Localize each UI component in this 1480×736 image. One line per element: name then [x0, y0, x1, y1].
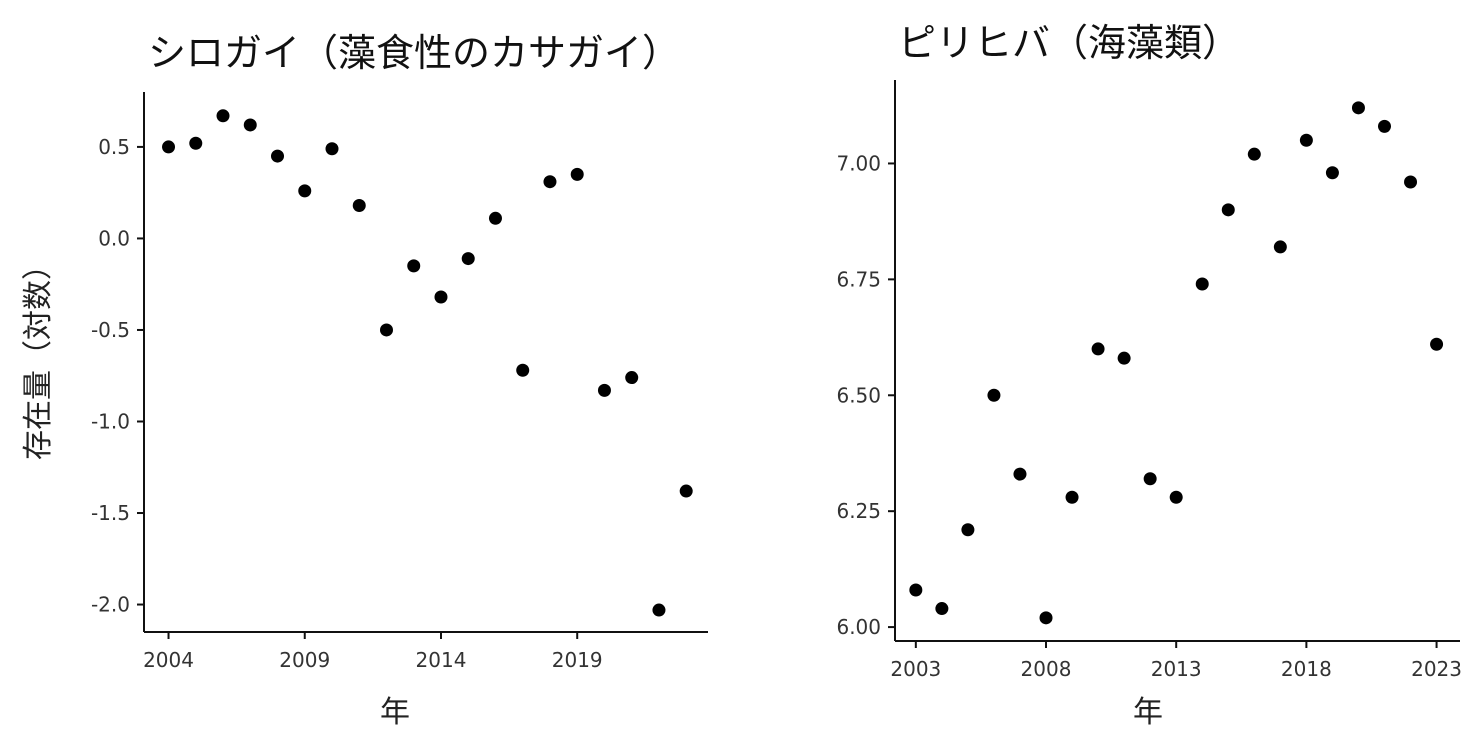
right-y-tick-label: 6.00 [836, 615, 881, 639]
chart-left-xlabel: 年 [380, 695, 410, 730]
left-x-tick-label: 2014 [416, 648, 467, 672]
left-data-point [516, 363, 530, 377]
left-data-point [434, 290, 448, 304]
chart-right-title: ピリヒバ（海藻類） [898, 21, 1240, 65]
right-data-point [1195, 277, 1209, 291]
left-data-point [461, 252, 475, 266]
left-x-tick-label: 2004 [143, 648, 194, 672]
left-y-tick-label: -2.0 [91, 593, 130, 617]
chart-right-points [909, 101, 1444, 625]
right-data-point [1065, 490, 1079, 504]
right-data-point [1221, 203, 1235, 217]
left-data-point [625, 371, 639, 385]
left-data-point [379, 323, 393, 337]
left-y-tick-label: -1.0 [91, 409, 130, 433]
left-data-point [597, 383, 611, 397]
right-data-point [1351, 101, 1365, 115]
left-data-point [189, 136, 203, 150]
right-data-point [1273, 240, 1287, 254]
chart-left-axes [143, 92, 708, 633]
chart-left-ylabel: 存在量（対数） [21, 250, 56, 460]
right-data-point [961, 523, 975, 537]
left-y-tick-label: 0.0 [98, 226, 130, 250]
right-data-point [1299, 133, 1313, 147]
chart-left: シロガイ（藻食性のカサガイ） 存在量（対数） 年 0.5 0.0 -0.5 -1.0 -… [21, 31, 708, 730]
right-data-point [987, 388, 1001, 402]
chart-left-title: シロガイ（藻食性のカサガイ） [148, 31, 680, 75]
right-data-point [1404, 175, 1418, 189]
left-data-point [570, 167, 584, 181]
left-y-tick-label: -1.5 [91, 501, 130, 525]
right-x-tick-label: 2023 [1411, 657, 1462, 681]
right-data-point [1143, 472, 1157, 486]
right-y-tick-label: 6.25 [836, 499, 881, 523]
right-data-point [1013, 467, 1027, 481]
chart-right-xlabel: 年 [1133, 695, 1163, 730]
chart-left-points [162, 109, 693, 617]
left-data-point [271, 149, 285, 163]
right-data-point [935, 602, 949, 616]
right-data-point [1117, 351, 1131, 365]
right-y-tick-label: 7.00 [836, 151, 881, 175]
chart-right-ticks: 7.00 6.75 6.50 6.25 6.00 2003 2008 2013 2018 2023 [836, 151, 1462, 681]
left-data-point [325, 142, 339, 156]
left-data-point [352, 198, 366, 212]
left-data-point [679, 484, 693, 498]
right-data-point [1247, 147, 1261, 161]
left-data-point [162, 140, 176, 154]
right-y-tick-label: 6.50 [836, 383, 881, 407]
right-data-point [1039, 611, 1053, 625]
right-data-point [1325, 166, 1339, 180]
chart-right-axes [894, 80, 1460, 642]
right-data-point [1430, 337, 1444, 351]
left-data-point [543, 175, 557, 189]
left-y-tick-label: -0.5 [91, 318, 130, 342]
chart-left-ticks: 0.5 0.0 -0.5 -1.0 -1.5 -2.0 2004 2009 2014 2019 [91, 135, 603, 672]
right-x-tick-label: 2003 [890, 657, 941, 681]
right-data-point [909, 583, 923, 597]
right-x-tick-label: 2013 [1151, 657, 1202, 681]
chart-right: ピリヒバ（海藻類） 年 7.00 6.75 6.50 6.25 6.00 2003 2008… [836, 21, 1462, 730]
left-x-tick-label: 2019 [552, 648, 603, 672]
right-data-point [1377, 119, 1391, 133]
left-data-point [243, 118, 257, 132]
right-x-tick-label: 2008 [1021, 657, 1072, 681]
right-x-tick-label: 2018 [1281, 657, 1332, 681]
right-data-point [1091, 342, 1105, 356]
left-data-point [652, 603, 666, 617]
left-data-point [216, 109, 230, 123]
left-y-tick-label: 0.5 [98, 135, 130, 159]
left-data-point [488, 211, 502, 225]
left-data-point [298, 184, 312, 198]
left-data-point [407, 259, 421, 273]
right-y-tick-label: 6.75 [836, 267, 881, 291]
left-x-tick-label: 2009 [279, 648, 330, 672]
right-data-point [1169, 490, 1183, 504]
